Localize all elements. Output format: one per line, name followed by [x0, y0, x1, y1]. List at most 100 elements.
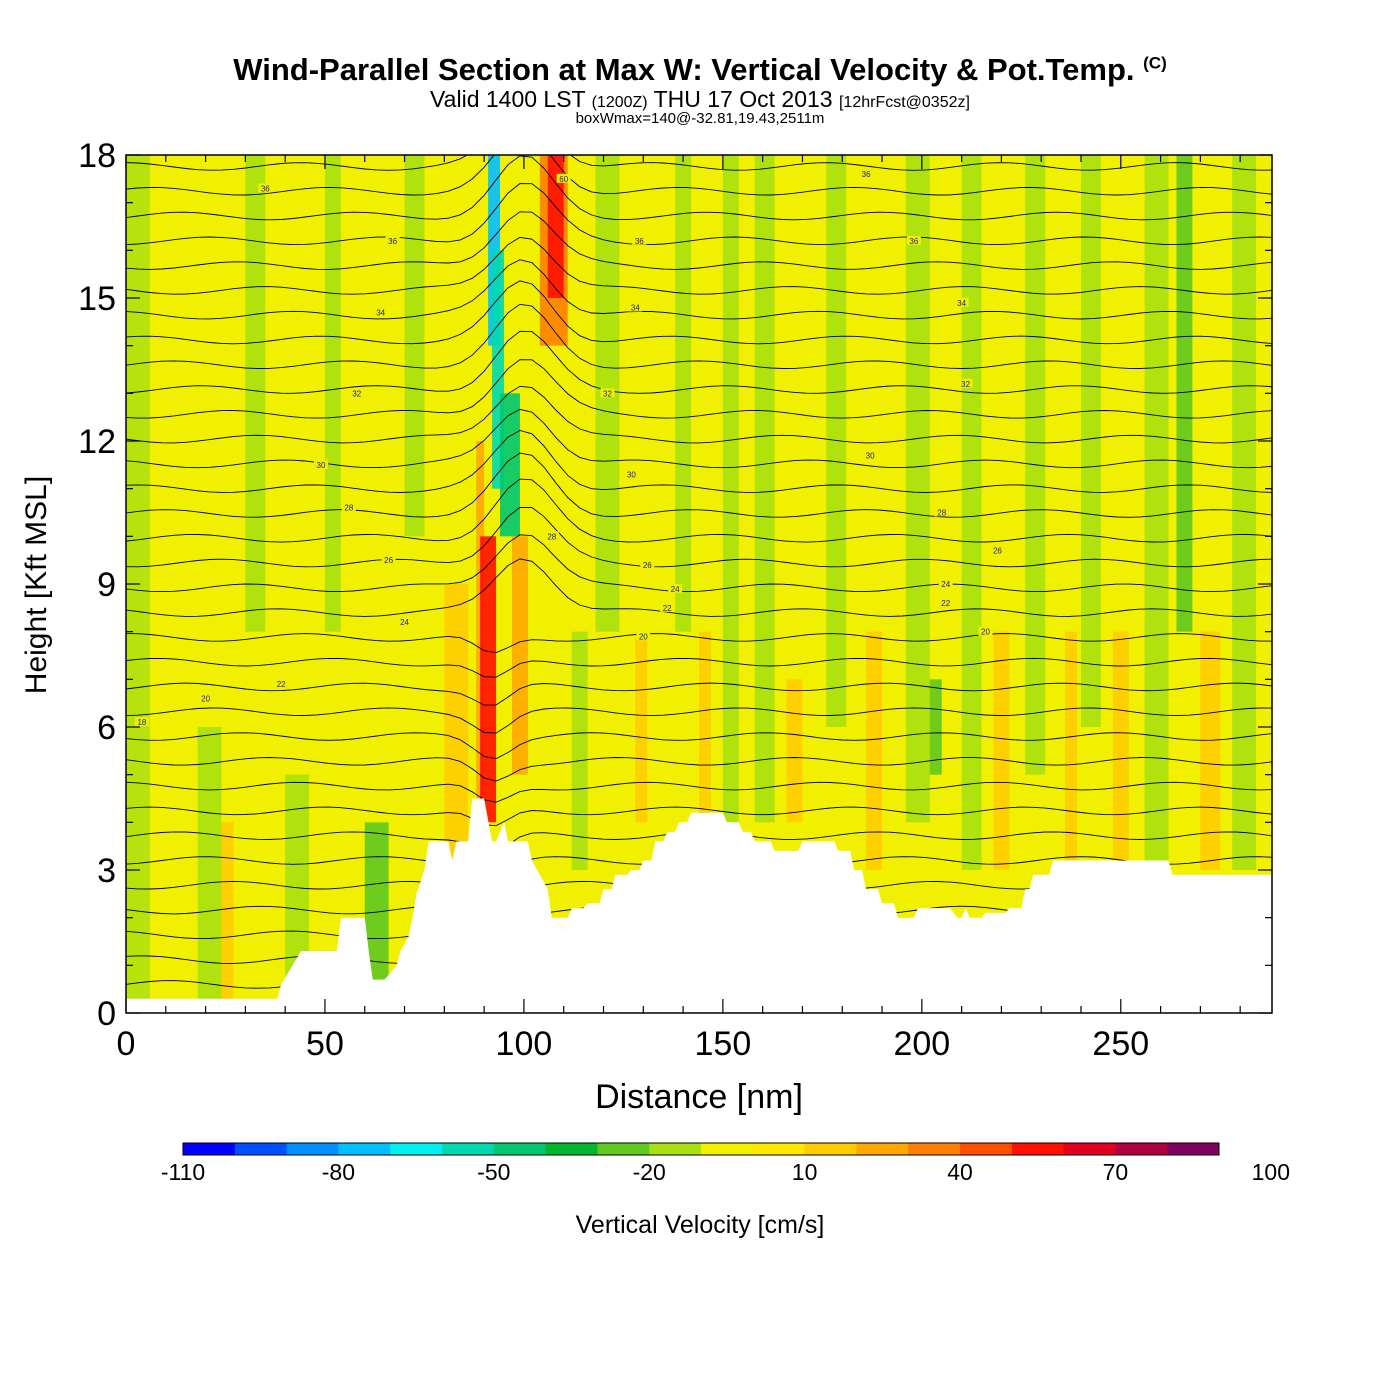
contour-label: 20 — [978, 626, 993, 637]
velocity-band — [866, 631, 883, 870]
svg-text:34: 34 — [376, 308, 385, 317]
y-tick-label: 15 — [78, 280, 116, 318]
colorbar-tick-label: 40 — [947, 1159, 973, 1185]
x-tick-label: 250 — [1092, 1025, 1149, 1063]
svg-text:22: 22 — [663, 604, 672, 613]
y-tick-label: 6 — [97, 709, 116, 747]
colorbar-tick-label: 70 — [1103, 1159, 1129, 1185]
x-tick-label: 100 — [496, 1025, 553, 1063]
svg-text:18: 18 — [137, 718, 146, 727]
x-tick-label: 0 — [117, 1025, 136, 1063]
colorbar-swatch — [597, 1143, 650, 1155]
y-tick-label: 12 — [78, 423, 116, 461]
theta-contour — [126, 506, 1272, 568]
colorbar-swatch — [856, 1143, 909, 1155]
velocity-band — [1065, 631, 1078, 870]
svg-text:36: 36 — [909, 237, 918, 246]
velocity-band — [324, 155, 341, 632]
svg-text:36: 36 — [388, 237, 397, 246]
svg-text:34: 34 — [631, 304, 640, 313]
contour-label: 20 — [636, 631, 651, 641]
theta-contour — [126, 183, 1272, 246]
colorbar-swatch — [493, 1143, 547, 1155]
chart-subtitle: Valid 1400 LST (1200Z) THU 17 Oct 2013 [… — [430, 86, 970, 112]
theta-contour — [126, 211, 1272, 270]
contour-label: 34 — [954, 297, 969, 308]
svg-text:30: 30 — [317, 461, 326, 470]
svg-text:36: 36 — [635, 237, 644, 246]
y-tick-label: 18 — [78, 137, 116, 175]
colorbar-swatch — [390, 1143, 443, 1155]
svg-text:20: 20 — [201, 694, 210, 703]
contour-label: 24 — [668, 583, 683, 594]
colorbar-tick-label: -80 — [322, 1159, 355, 1185]
contour-label: 28 — [544, 531, 559, 541]
velocity-band — [500, 393, 520, 537]
velocity-band — [1144, 155, 1169, 870]
velocity-band — [1176, 155, 1193, 632]
theta-contour — [126, 259, 1272, 320]
contour-label: 34 — [628, 302, 643, 313]
theta-contour — [126, 155, 1272, 221]
y-tick-label: 3 — [97, 852, 116, 890]
velocity-band — [480, 536, 497, 823]
theta-contour — [126, 781, 1272, 803]
svg-text:28: 28 — [547, 532, 556, 541]
contour-label: 30 — [624, 469, 639, 479]
contour-labels: 36 36 36 36 36 34 34 34 32 32 32 30 30 30 28 28 28 26 26 26… — [134, 169, 1005, 727]
velocity-band — [511, 536, 528, 775]
colorbar-tick-label: -20 — [633, 1159, 666, 1185]
velocity-band — [754, 155, 775, 823]
theta-contour — [126, 155, 1272, 196]
colorbar-swatch — [701, 1143, 754, 1155]
x-axis-label: Distance [nm] — [595, 1078, 803, 1116]
colorbar-swatch — [752, 1143, 806, 1155]
velocity-band — [364, 822, 389, 1013]
colorbar-swatch — [1011, 1143, 1065, 1155]
velocity-band — [404, 155, 425, 537]
colorbar-swatch — [286, 1143, 339, 1155]
svg-text:34: 34 — [957, 299, 966, 308]
colorbar-swatch — [1115, 1143, 1168, 1155]
velocity-band — [1112, 631, 1129, 870]
contour-label: 24 — [938, 579, 953, 589]
x-tick-label: 50 — [306, 1025, 344, 1063]
theta-contour — [126, 280, 1272, 345]
contour-label: 34 — [373, 307, 388, 317]
theta-contour — [126, 558, 1272, 617]
theta-contour — [126, 430, 1272, 493]
x-tick-label: 200 — [893, 1025, 950, 1063]
theta-contour — [126, 303, 1272, 369]
theta-contour — [126, 385, 1272, 444]
theta-contour — [126, 757, 1272, 782]
velocity-field — [126, 155, 1257, 1013]
contour-label: 26 — [990, 545, 1005, 556]
colorbar-swatch — [804, 1143, 857, 1155]
theta-contour — [126, 359, 1272, 419]
contour-label: 28 — [341, 502, 356, 513]
colorbar-swatch — [545, 1143, 598, 1155]
theta-contour — [126, 330, 1272, 394]
theta-contour — [126, 633, 1272, 654]
svg-text:30: 30 — [627, 470, 636, 479]
velocity-band — [245, 155, 266, 632]
theta-contour — [126, 155, 1272, 171]
svg-text:22: 22 — [277, 680, 286, 689]
contour-label: 18 — [134, 717, 149, 727]
contour-label: 36 — [906, 235, 921, 246]
x-axis: 0 50 100 150 200 250 — [117, 155, 1241, 1063]
theta-contour — [126, 657, 1272, 678]
contour-label: 36 — [859, 169, 874, 179]
velocity-band — [786, 679, 803, 823]
colorbar-swatch — [338, 1143, 391, 1155]
contour-label: 24 — [397, 617, 412, 627]
svg-text:24: 24 — [941, 580, 950, 589]
colorbar-swatch — [1167, 1143, 1220, 1155]
colorbar-tick-label: -50 — [477, 1159, 510, 1185]
svg-text:36: 36 — [261, 184, 270, 193]
colorbar-swatch — [183, 1143, 236, 1155]
contour-label: 22 — [660, 602, 675, 613]
contour-label: 30 — [863, 450, 878, 460]
chart-title: Wind-Parallel Section at Max W: Vertical… — [233, 52, 1167, 87]
